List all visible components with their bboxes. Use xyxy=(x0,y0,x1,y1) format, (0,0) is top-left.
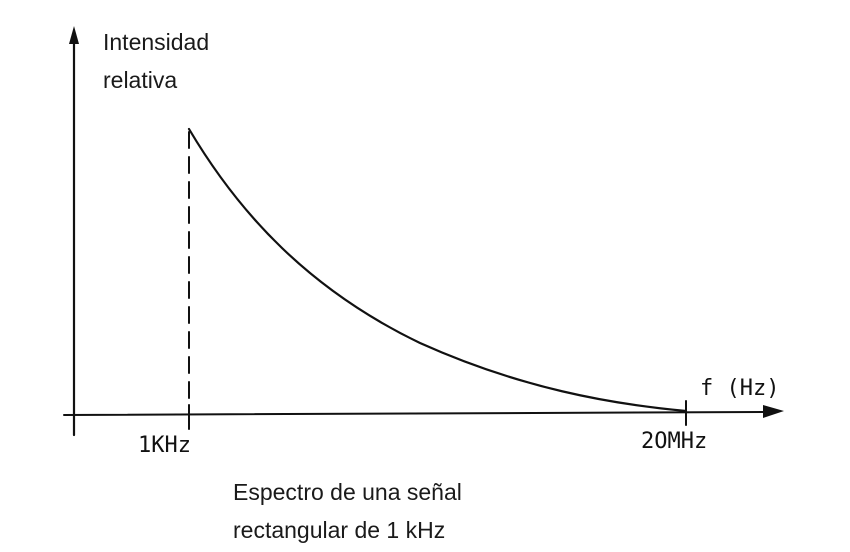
caption-line2: rectangular de 1 kHz xyxy=(233,517,445,543)
caption-line1: Espectro de una señal xyxy=(233,479,462,505)
y-axis-label-line1: Intensidad xyxy=(103,29,209,55)
spectrum-curve xyxy=(187,127,688,413)
x-axis-arrowhead xyxy=(763,405,784,418)
y-axis-label-line2: relativa xyxy=(103,67,177,93)
y-axis-arrowhead xyxy=(69,26,79,44)
tick-label-start: 1KHz xyxy=(138,433,191,458)
tick-label-end: 2OMHz xyxy=(641,429,707,454)
x-axis-label: f (Hz) xyxy=(700,376,779,401)
x-axis xyxy=(63,411,766,416)
